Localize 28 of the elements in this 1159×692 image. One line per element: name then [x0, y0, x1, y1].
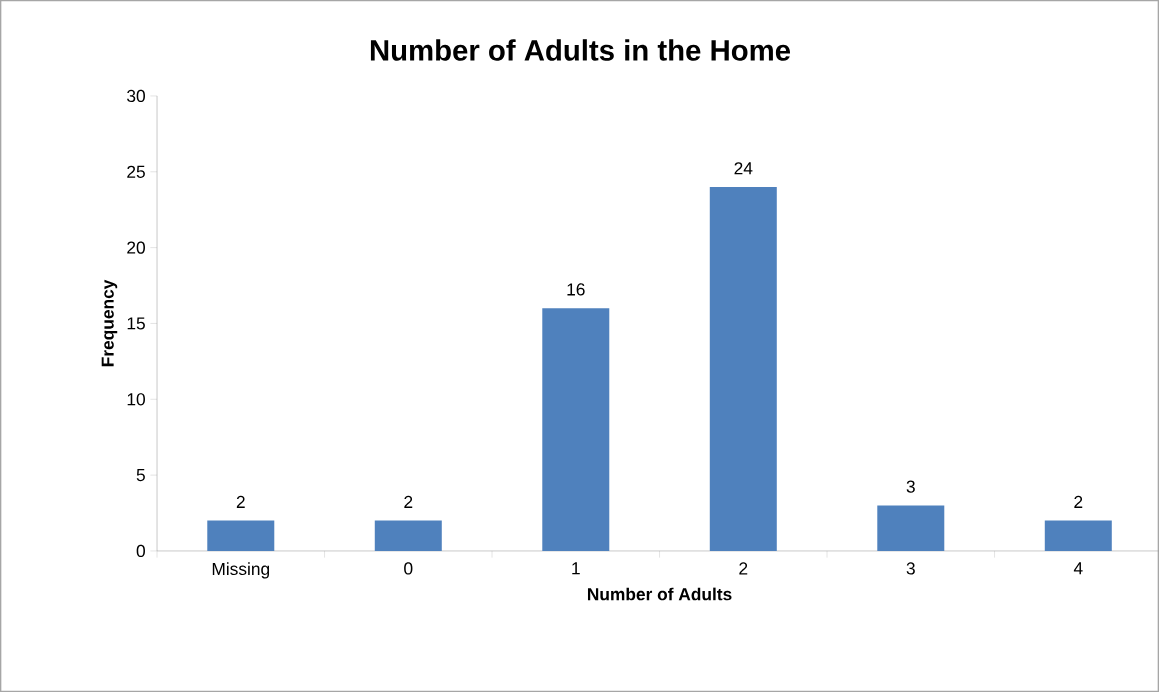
x-tick-label: Missing	[212, 562, 270, 579]
y-tick-label: 20	[127, 241, 145, 254]
y-tick-label: 30	[127, 89, 145, 103]
y-tick-label: 0	[136, 544, 145, 558]
x-axis-title: Number of Adults	[587, 587, 732, 601]
chart-title: Number of Adults in the Home	[370, 39, 791, 61]
x-tick-label: 3	[906, 562, 915, 575]
y-tick-label: 25	[127, 165, 145, 178]
x-tick-label: 4	[1073, 562, 1083, 575]
y-axis-title: Frequency	[101, 279, 118, 367]
bar	[207, 520, 275, 551]
bar	[542, 308, 610, 551]
bar	[1044, 520, 1112, 551]
bar	[709, 186, 777, 551]
bar	[374, 520, 442, 551]
x-tick-label: 2	[739, 562, 748, 575]
data-label: 2	[236, 495, 245, 508]
x-tick-label: 1	[572, 562, 580, 575]
y-tick-label: 5	[136, 469, 145, 482]
x-tick-label: 0	[404, 562, 413, 575]
y-tick-label: 15	[127, 317, 145, 330]
data-label: 16	[567, 283, 585, 296]
y-tick-label: 10	[127, 393, 145, 406]
bar	[877, 505, 945, 551]
data-label: 3	[906, 480, 915, 493]
data-label: 2	[1074, 495, 1083, 508]
data-label: 2	[404, 495, 413, 508]
data-label: 24	[734, 162, 753, 175]
